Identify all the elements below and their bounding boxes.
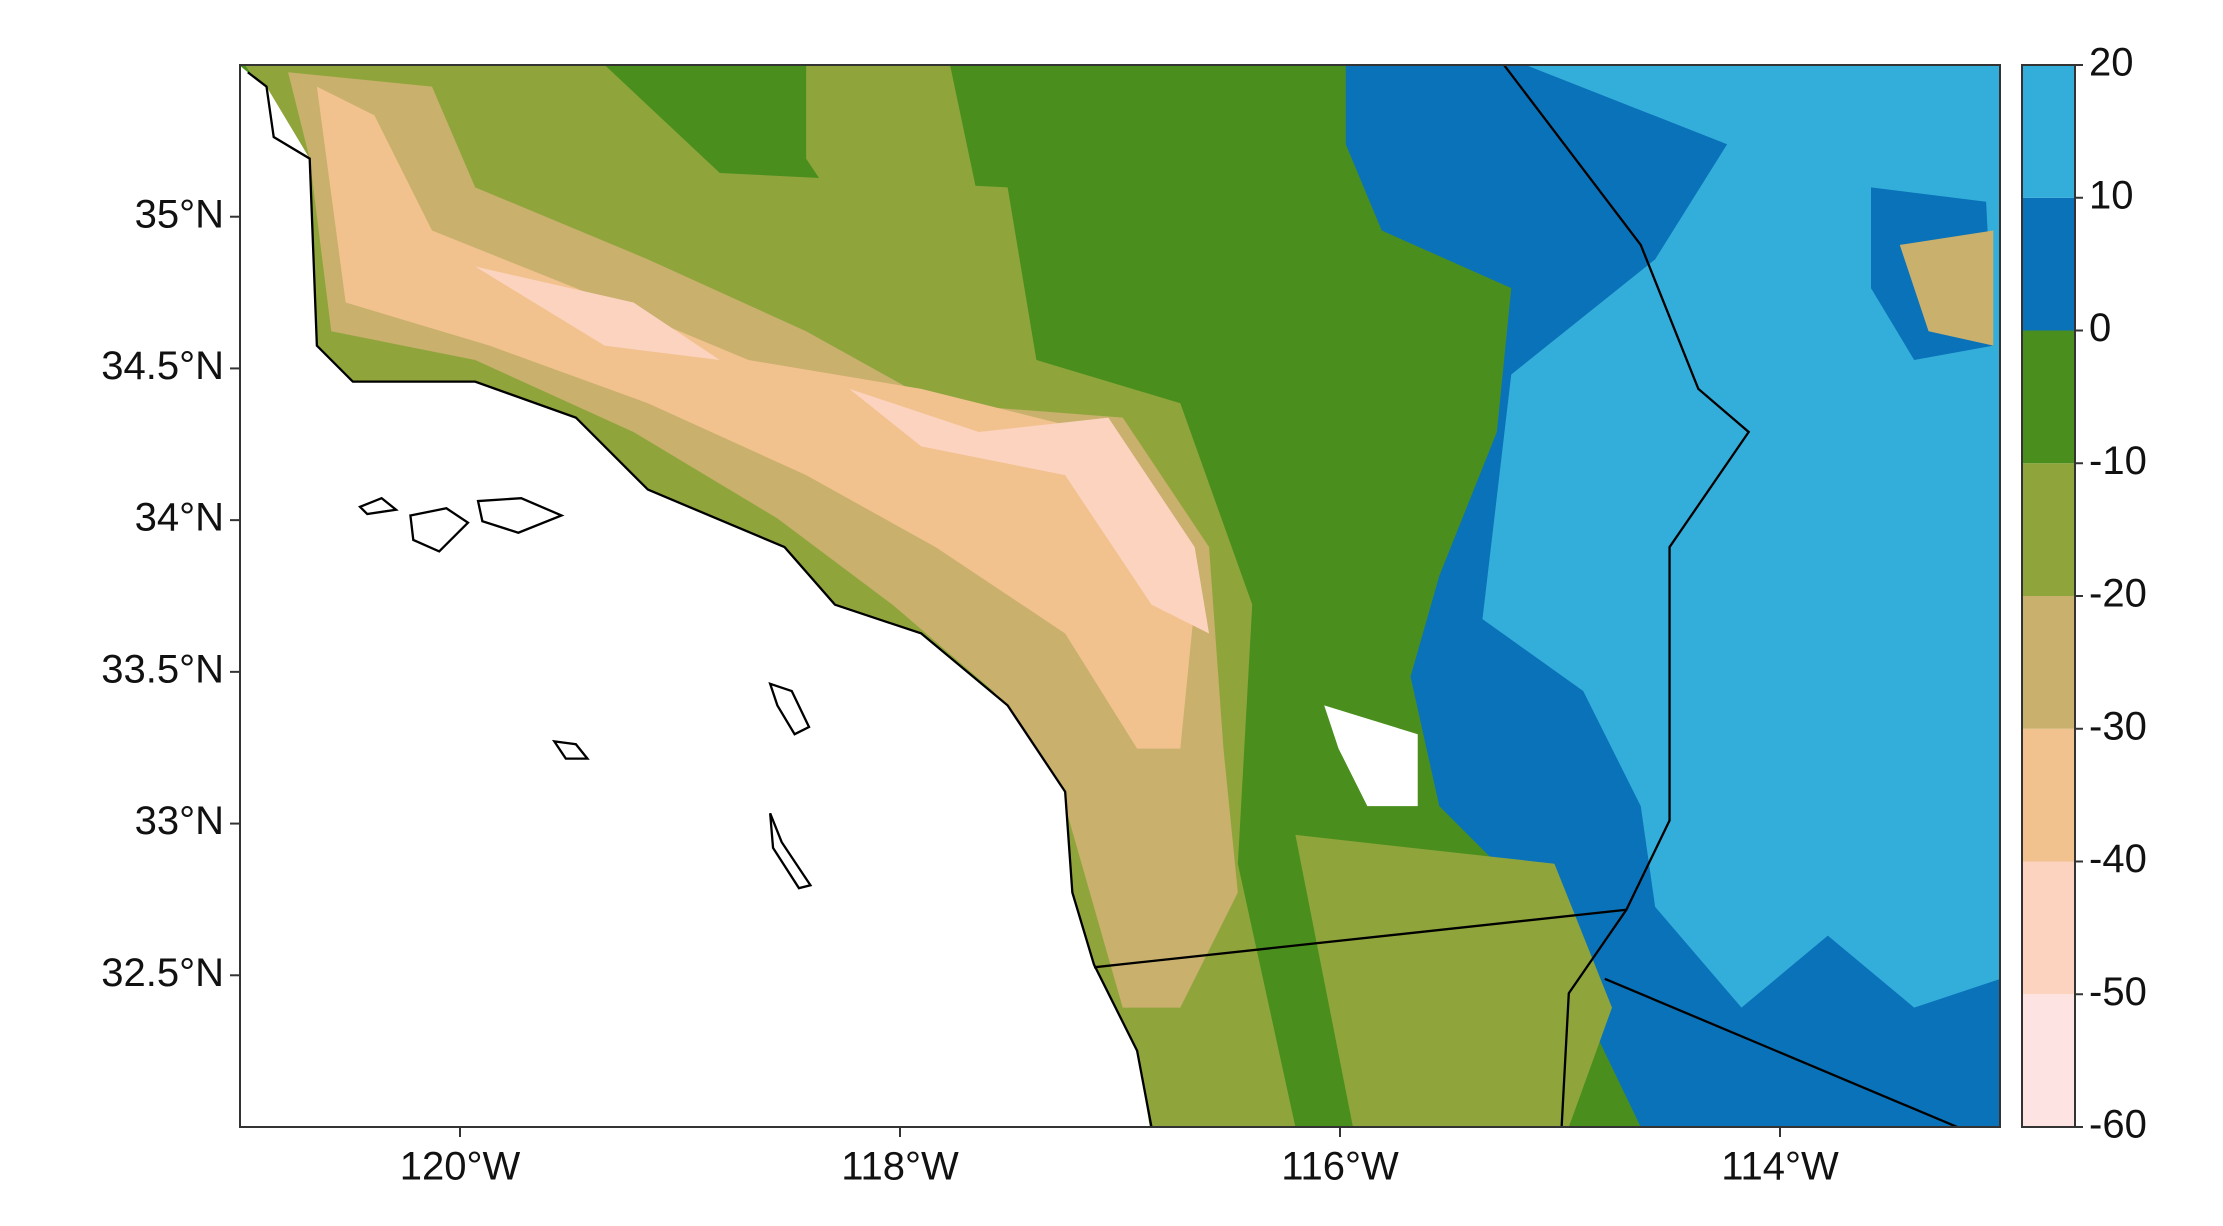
x-tick-label: 116°W: [1281, 1145, 1399, 1189]
y-tick-label: 32.5°N: [101, 951, 224, 995]
zone: [806, 65, 979, 245]
colorbar-label: -40: [2089, 837, 2147, 881]
ocean: [240, 65, 1150, 1127]
map-field: [240, 65, 2000, 1127]
y-tick-label: 35°N: [135, 192, 224, 236]
border-line: [1604, 977, 1958, 1127]
colorbar-bin: [2022, 994, 2075, 1127]
colorbar-label: -30: [2089, 704, 2147, 748]
field-zones: [240, 65, 2000, 1127]
axes: 120°W 118°W 116°W 114°W 35°N 34.5°N 34°N 33.5°N…: [101, 41, 2147, 1189]
y-tick-label: 33.5°N: [101, 647, 224, 691]
map-frame: [239, 64, 2001, 1128]
colorbar-bin: [2022, 330, 2075, 464]
colorbar-label: 20: [2089, 41, 2134, 85]
colorbar-bin: [2022, 197, 2075, 331]
coastline: [247, 71, 1153, 1127]
colorbar-bin: [2022, 65, 2075, 198]
zone: [849, 388, 1210, 634]
colorbar-label: -20: [2089, 572, 2147, 616]
y-tick-label: 34.5°N: [101, 344, 224, 388]
y-tick-label: 33°N: [135, 799, 224, 843]
colorbar-label: -60: [2089, 1103, 2147, 1147]
missing-area: [1324, 705, 1418, 807]
zone: [1295, 834, 1612, 1127]
y-tick-label: 34°N: [135, 496, 224, 540]
colorbar-label: -10: [2089, 439, 2147, 483]
zone: [316, 86, 1195, 749]
border-line: [1503, 65, 1751, 1127]
border-line: [1093, 908, 1627, 969]
colorbar-label: 10: [2089, 173, 2134, 217]
zone: [1899, 230, 1994, 346]
zone: [1482, 65, 2000, 1008]
colorbar-bin: [2022, 728, 2075, 862]
colorbar-label: -50: [2089, 970, 2147, 1014]
colorbar-bin: [2022, 596, 2075, 729]
colorbar-bin: [2022, 861, 2075, 995]
x-tick-label: 114°W: [1721, 1145, 1839, 1189]
island: [358, 496, 813, 890]
x-tick-label: 120°W: [400, 1145, 521, 1189]
zone: [475, 266, 720, 361]
colorbar-label: 0: [2089, 306, 2111, 350]
x-tick-label: 118°W: [841, 1145, 959, 1189]
colorbar-bin: [2022, 463, 2075, 596]
boundaries: [247, 65, 1958, 1127]
